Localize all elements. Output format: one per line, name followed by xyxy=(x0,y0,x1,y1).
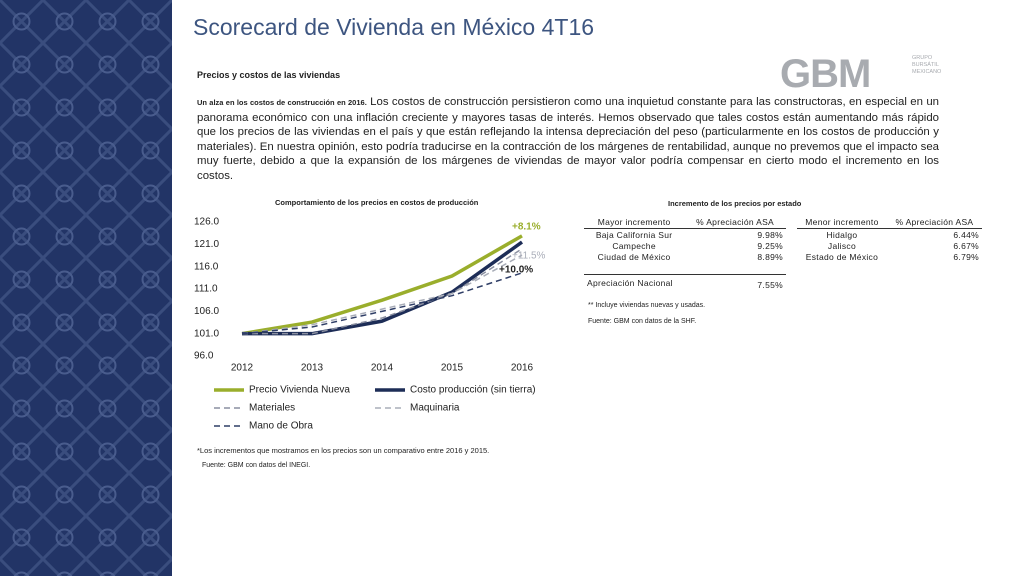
cell: Estado de México xyxy=(805,251,879,262)
chart-title: Comportamiento de los precios en costos … xyxy=(275,198,479,207)
header-cell: Mayor incremento xyxy=(584,216,685,229)
header-cell: % Apreciación ASA xyxy=(886,216,982,229)
logo-line: BURSÁTIL xyxy=(912,62,939,68)
cell: 9.98% xyxy=(757,229,783,240)
x-tick-label: 2016 xyxy=(511,363,534,374)
x-tick-label: 2013 xyxy=(301,363,324,374)
table-note: ** Incluye viviendas nuevas y usadas. xyxy=(588,302,706,309)
header-row: Mayor incremento% Apreciación ASA xyxy=(584,216,786,229)
cell: Baja California Sur xyxy=(595,229,673,240)
cell: 9.25% xyxy=(757,240,783,251)
logo-line: GRUPO xyxy=(912,55,933,61)
legend-label: Maquinaria xyxy=(410,403,460,414)
row: Ciudad de México 8.89% xyxy=(584,251,786,262)
y-tick-label: 116.0 xyxy=(194,261,219,272)
header-cell: % Apreciación ASA xyxy=(684,216,786,229)
table-high: Mayor incremento% Apreciación ASA Baja Ca… xyxy=(584,216,786,262)
cell: 8.89% xyxy=(757,251,783,262)
y-tick-label: 111.0 xyxy=(194,284,218,295)
cell: 6.79% xyxy=(953,251,979,262)
row: Jalisco 6.67% xyxy=(797,240,982,251)
annotation: +10.0% xyxy=(499,265,533,276)
y-tick-label: 96.0 xyxy=(194,351,214,362)
cell: 7.55% xyxy=(734,274,786,290)
legend-label: Precio Vivienda Nueva xyxy=(249,385,350,396)
decor-band xyxy=(0,0,172,576)
y-tick-label: 101.0 xyxy=(194,328,219,339)
chart: 96.0 101.0 106.0 111.0 116.0 121.0 126.0 2012 20… xyxy=(194,217,546,432)
y-tick-label: 121.0 xyxy=(194,239,219,250)
series-line xyxy=(241,272,523,335)
body-text: Los costos de construcción persistieron … xyxy=(197,96,939,182)
table-source: Fuente: GBM con datos de la SHF. xyxy=(588,318,697,325)
cell: Hidalgo xyxy=(826,229,858,240)
series-line xyxy=(242,240,524,336)
title: Scorecard de Vivienda en México 4T16 xyxy=(193,14,595,40)
row: Campeche 9.25% xyxy=(584,240,786,251)
chart-source: Fuente: GBM con datos del INEGI. xyxy=(202,462,311,469)
cell: Campeche xyxy=(612,240,656,251)
row: Baja California Sur 9.98% xyxy=(584,229,786,241)
table-low: Menor incremento% Apreciación ASA Hidalgo… xyxy=(797,216,982,262)
series-line xyxy=(241,254,523,335)
row: Hidalgo 6.44% xyxy=(797,229,982,241)
row: Estado de México 6.79% xyxy=(797,251,982,262)
row: Apreciación Nacional 7.55% xyxy=(584,274,786,290)
logo: GBM xyxy=(780,52,871,96)
series-line xyxy=(242,248,523,335)
chart-note: *Los incrementos que mostramos en los pr… xyxy=(197,446,490,455)
lead: Un alza en los costos de construcción en… xyxy=(197,98,367,107)
annotation: +11.5% xyxy=(512,251,546,262)
table-national: Apreciación Nacional 7.55% xyxy=(584,274,786,290)
cell: Jalisco xyxy=(827,240,856,251)
logo-line: MEXICANO xyxy=(912,69,942,75)
cell: 6.67% xyxy=(953,240,979,251)
x-tick-label: 2014 xyxy=(371,363,394,374)
table-title: Incremento de los precios por estado xyxy=(668,199,802,208)
section-title: Precios y costos de las viviendas xyxy=(197,70,341,80)
y-tick-label: 106.0 xyxy=(194,306,219,317)
logo-sub: GRUPO BURSÁTIL MEXICANO xyxy=(912,55,941,76)
y-tick-label: 126.0 xyxy=(194,217,219,228)
header-cell: Menor incremento xyxy=(797,216,887,229)
legend-label: Materiales xyxy=(249,403,295,414)
cell: 6.44% xyxy=(953,229,979,240)
annotation: +8.1% xyxy=(512,222,541,233)
body: Un alza en los costos de construcción en… xyxy=(197,95,939,184)
cell: Ciudad de México xyxy=(597,251,671,262)
cell: Apreciación Nacional xyxy=(584,274,735,290)
series-line xyxy=(241,234,523,336)
legend-label: Mano de Obra xyxy=(249,421,313,432)
x-tick-label: 2015 xyxy=(441,363,464,374)
legend-label: Costo producción (sin tierra) xyxy=(410,385,536,396)
x-tick-label: 2012 xyxy=(231,363,254,374)
header-row: Menor incremento% Apreciación ASA xyxy=(797,216,982,229)
